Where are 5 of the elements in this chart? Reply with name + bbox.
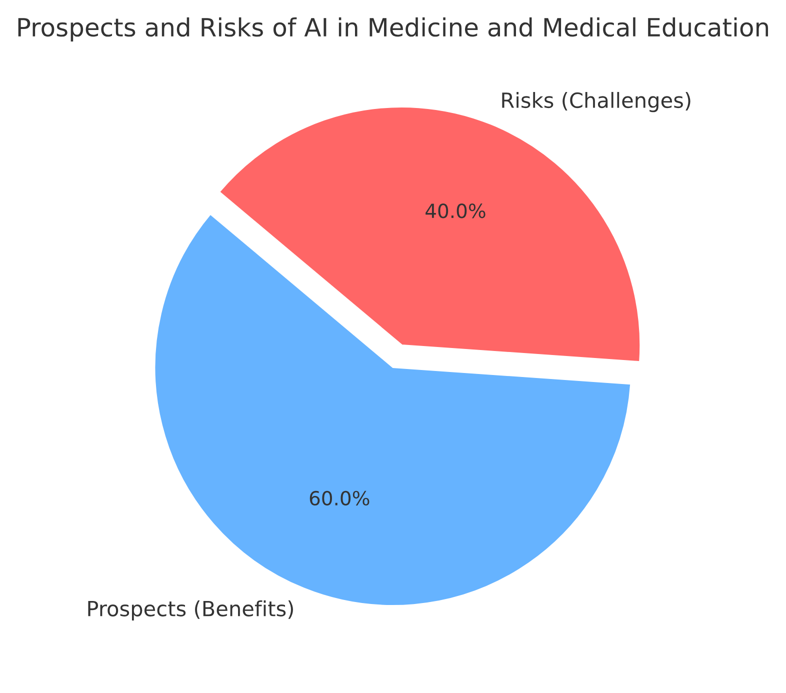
data-label: 60.0% [310, 490, 370, 506]
slice-label: Prospects (Benefits) [88, 600, 293, 621]
slice-label: Risks (Challenges) [502, 92, 690, 112]
chart-title: Prospects and Risks of AI in Medicine and Medical Education [18, 17, 768, 42]
data-label: 40.0% [426, 204, 486, 218]
